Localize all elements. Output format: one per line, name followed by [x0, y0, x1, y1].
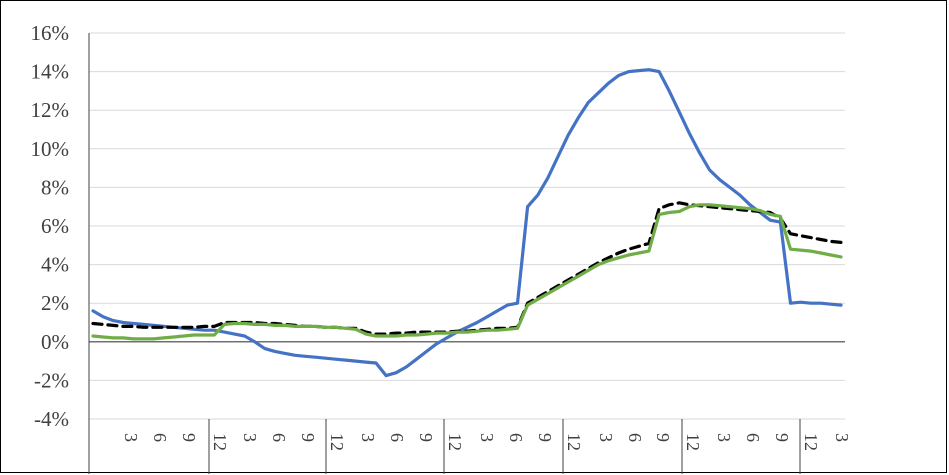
x-tick-label: 6	[506, 433, 526, 442]
x-tick-label: 9	[535, 433, 555, 442]
series-black-dashed-line	[91, 201, 843, 336]
y-tick-label: 12%	[31, 98, 70, 122]
x-tick-label: 3	[596, 433, 616, 442]
y-tick-label: -2%	[34, 368, 69, 392]
x-tick-label: 12	[564, 433, 584, 451]
y-tick-label: 2%	[41, 291, 69, 315]
x-tick-label: 12	[210, 433, 230, 451]
x-tick-label: 3	[714, 433, 734, 442]
y-tick-label: -4%	[34, 407, 69, 431]
x-tick-label: 3	[477, 433, 497, 442]
y-tick-label: 8%	[41, 175, 69, 199]
y-tick-label: 6%	[41, 214, 69, 238]
x-tick-label: 9	[416, 433, 436, 442]
x-tick-label: 6	[743, 433, 763, 442]
series-green-line	[91, 203, 843, 341]
x-tick-label: 9	[179, 433, 199, 442]
x-tick-label: 12	[801, 433, 821, 451]
y-tick-label: 16%	[31, 21, 70, 45]
x-tick-label: 6	[625, 433, 645, 442]
y-tick-label: 10%	[31, 137, 70, 161]
y-tick-label: 4%	[41, 253, 69, 277]
y-tick-label: 0%	[41, 330, 69, 354]
x-tick-label: 3	[121, 433, 141, 442]
x-tick-label: 9	[772, 433, 792, 442]
x-tick-label: 9	[298, 433, 318, 442]
x-tick-label: 6	[387, 433, 407, 442]
x-tick-label: 3	[240, 433, 260, 442]
x-tick-label: 3	[832, 433, 852, 442]
x-tick-label: 12	[327, 433, 347, 451]
x-tick-label: 12	[683, 433, 703, 451]
x-tick-label: 9	[653, 433, 673, 442]
x-tick-label: 12	[445, 433, 465, 451]
x-tick-label: 6	[269, 433, 289, 442]
y-tick-label: 14%	[31, 60, 70, 84]
x-tick-label: 6	[150, 433, 170, 442]
x-tick-label: 3	[358, 433, 378, 442]
